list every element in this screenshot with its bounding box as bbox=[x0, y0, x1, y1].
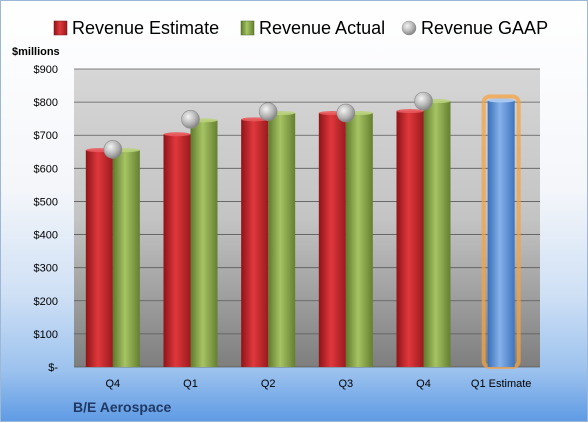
y-tick-label: $700 bbox=[34, 130, 58, 142]
bar-revenue-estimate-cap bbox=[163, 132, 191, 137]
x-tick-label: Q3 bbox=[338, 378, 353, 390]
bar-revenue-actual bbox=[190, 120, 218, 367]
legend-label-revenue-actual: Revenue Actual bbox=[259, 18, 385, 38]
gridlines bbox=[74, 68, 540, 368]
bar-revenue-estimate-cap bbox=[241, 117, 269, 122]
bar-q1-estimate-cap bbox=[487, 98, 515, 103]
y-tick-label: $300 bbox=[34, 263, 58, 275]
bar-revenue-actual bbox=[423, 101, 451, 368]
x-tick-label: Q1 Estimate bbox=[471, 378, 532, 390]
y-tick-label: $400 bbox=[34, 230, 58, 242]
bars bbox=[85, 94, 521, 369]
y-axis-unit-label: $millions bbox=[12, 46, 60, 58]
point-revenue-gaap bbox=[103, 140, 123, 159]
y-tick-label: $800 bbox=[34, 97, 58, 109]
legend-label-revenue-gaap: Revenue GAAP bbox=[421, 18, 548, 38]
legend-label-revenue-estimate: Revenue Estimate bbox=[72, 18, 219, 38]
y-tick-label: $900 bbox=[34, 64, 58, 76]
y-tick-label: $200 bbox=[34, 296, 58, 308]
bar-revenue-actual bbox=[345, 113, 373, 367]
x-tick-label: Q1 bbox=[183, 378, 198, 390]
x-tick-label: Q4 bbox=[416, 378, 431, 390]
legend-swatch-revenue-actual bbox=[240, 20, 255, 36]
x-tick-label: Q4 bbox=[105, 378, 120, 390]
legend: Revenue Estimate Revenue Actual Revenue … bbox=[53, 18, 548, 38]
point-revenue-gaap bbox=[414, 91, 433, 111]
point-revenue-gaap bbox=[181, 110, 200, 129]
point-revenue-gaap bbox=[258, 102, 278, 122]
bar-revenue-estimate bbox=[396, 111, 424, 367]
legend-swatch-revenue-estimate bbox=[53, 20, 68, 36]
bar-revenue-estimate bbox=[318, 113, 346, 367]
bar-revenue-actual bbox=[268, 113, 296, 367]
gaap-points bbox=[103, 91, 433, 159]
y-axis: $- $100 $200 $300 $400 $500 $600 $700 $800 $900 bbox=[34, 64, 59, 374]
x-tick-label: Q2 bbox=[261, 378, 276, 390]
x-axis: Q4 Q1 Q2 Q3 Q4 Q1 Estimate bbox=[105, 378, 531, 390]
bar-revenue-estimate bbox=[163, 134, 191, 367]
bar-revenue-estimate bbox=[85, 150, 113, 367]
bar-revenue-estimate bbox=[241, 119, 269, 367]
plot-area bbox=[74, 69, 540, 367]
bar-q1-estimate bbox=[487, 100, 515, 367]
bar-revenue-actual bbox=[112, 150, 140, 367]
legend-marker-revenue-gaap bbox=[401, 20, 417, 36]
y-tick-label: $500 bbox=[34, 196, 58, 208]
y-tick-label: $- bbox=[48, 362, 58, 374]
y-tick-label: $600 bbox=[34, 163, 58, 175]
company-name: B/E Aerospace bbox=[73, 399, 172, 415]
bar-revenue-estimate-cap bbox=[396, 109, 424, 114]
y-tick-label: $100 bbox=[34, 329, 58, 341]
point-revenue-gaap bbox=[336, 103, 356, 123]
